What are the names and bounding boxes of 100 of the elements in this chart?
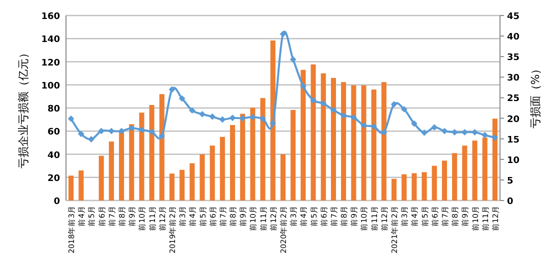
point — [370, 123, 378, 130]
y-tick-label: 80 — [47, 104, 60, 114]
bar — [118, 131, 124, 200]
y-tick-label: 100 — [41, 81, 60, 92]
bar — [422, 172, 427, 200]
y2-tick-label: 25 — [507, 94, 520, 104]
bar — [452, 153, 458, 200]
bar — [78, 170, 84, 200]
point — [138, 126, 145, 133]
bar — [149, 104, 154, 200]
point — [340, 112, 347, 119]
bar — [341, 82, 346, 200]
bar — [442, 160, 448, 200]
bar — [180, 170, 185, 200]
point — [209, 113, 216, 120]
bar — [492, 118, 498, 200]
y2-tick-label: 45 — [507, 12, 520, 22]
point — [451, 129, 458, 136]
point — [411, 120, 418, 127]
bar — [412, 173, 417, 200]
bar — [361, 85, 366, 200]
point — [330, 106, 337, 114]
point — [492, 134, 498, 141]
point — [421, 129, 428, 136]
point — [400, 106, 408, 112]
bar — [381, 82, 386, 200]
y2-tick-label: 15 — [507, 135, 520, 146]
bar — [270, 40, 276, 200]
y-tick-label: 120 — [41, 58, 60, 68]
bar — [220, 136, 225, 200]
point — [482, 132, 488, 138]
bar — [98, 156, 104, 200]
point — [78, 130, 84, 138]
point — [320, 100, 327, 107]
point — [168, 86, 176, 93]
bar — [240, 114, 246, 200]
bar — [129, 124, 134, 200]
point — [88, 136, 94, 142]
point — [441, 128, 448, 134]
bar — [159, 94, 164, 200]
point — [431, 124, 438, 131]
point — [158, 132, 166, 140]
bar — [432, 166, 437, 200]
y2-tick-label: 20 — [507, 114, 520, 125]
point — [300, 83, 306, 90]
y-tick-label: 140 — [41, 35, 60, 46]
bar — [330, 78, 336, 200]
point — [148, 128, 155, 136]
bar — [169, 174, 174, 200]
bar — [300, 70, 306, 200]
bar — [230, 124, 236, 200]
point — [108, 128, 115, 134]
y-tick-label: 40 — [47, 150, 60, 161]
bar — [351, 85, 356, 200]
y2-tick-label: 5 — [507, 176, 514, 186]
bar — [462, 146, 468, 200]
bar — [310, 64, 316, 200]
bar — [280, 154, 286, 200]
point — [461, 129, 468, 136]
point — [239, 115, 246, 122]
y2-tick-label: 40 — [507, 32, 520, 43]
y-tick-label: 60 — [47, 128, 60, 138]
point — [280, 30, 286, 38]
y2-tick-label: 0 — [507, 197, 514, 207]
bar — [68, 176, 74, 200]
y-tick-label: 160 — [41, 12, 60, 22]
point — [360, 122, 367, 128]
point — [178, 95, 186, 102]
point — [128, 124, 135, 132]
bar — [290, 110, 296, 200]
point — [118, 128, 125, 134]
y-tick-label: 0 — [54, 197, 60, 207]
y-axis-title: 亏损企业亏损额（亿元） — [17, 48, 30, 168]
point — [260, 115, 266, 122]
y2-tick-label: 10 — [507, 156, 520, 166]
bar — [190, 163, 195, 200]
point — [98, 128, 105, 134]
point — [390, 101, 398, 108]
bar — [250, 108, 256, 200]
bar — [210, 146, 215, 200]
y-tick-label: 20 — [47, 174, 60, 184]
point — [472, 129, 478, 136]
bar — [371, 90, 376, 200]
bar — [402, 174, 407, 200]
point — [199, 110, 206, 118]
point — [250, 114, 256, 120]
bar — [108, 142, 114, 200]
point — [219, 116, 226, 123]
bar — [482, 138, 488, 200]
point — [188, 107, 196, 114]
bar — [200, 154, 205, 200]
point — [350, 114, 357, 121]
bar — [392, 178, 397, 200]
y2-axis-title: 亏损面（%） — [529, 63, 542, 129]
point — [310, 96, 316, 104]
bar — [260, 98, 266, 200]
point — [290, 56, 296, 63]
bar — [320, 73, 326, 200]
point — [270, 120, 276, 126]
y2-tick-label: 35 — [507, 53, 520, 64]
